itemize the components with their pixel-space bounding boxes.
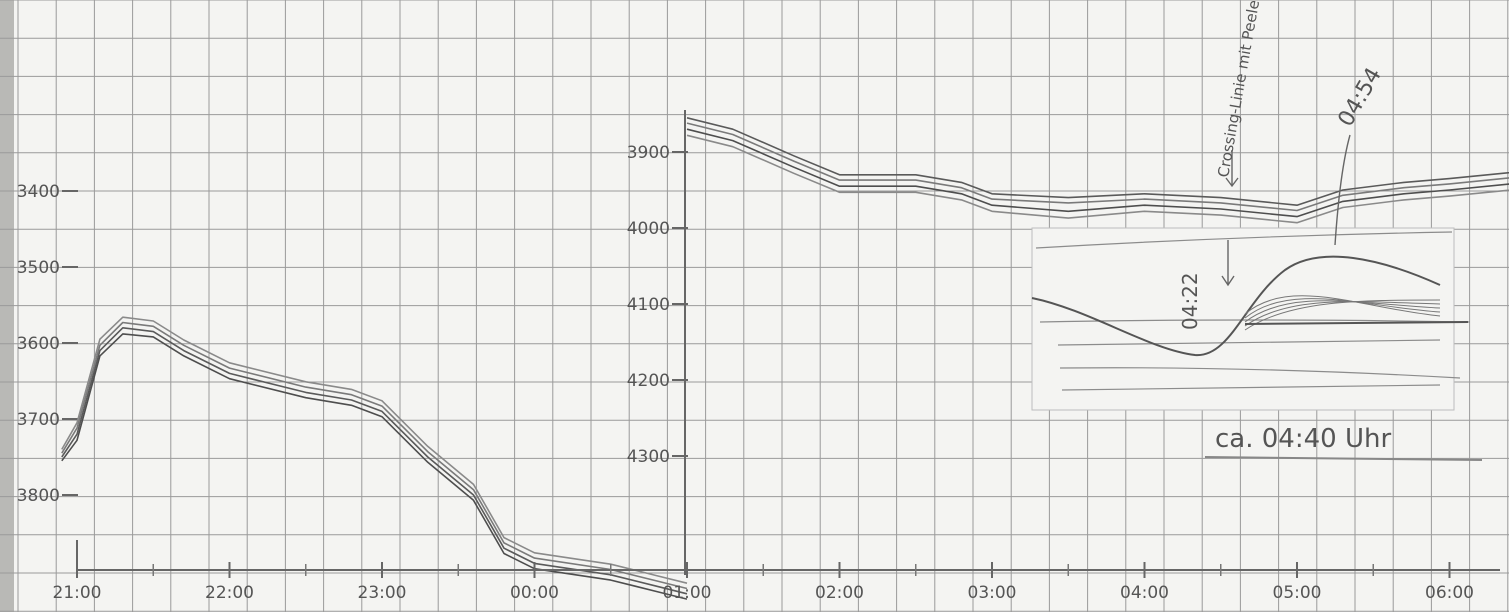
- series-line: [686, 122, 1509, 212]
- down-arrow-icon: [1221, 240, 1235, 287]
- time-axis: 21:00 22:00 23:00 00:00 01:00 02:00 03:00 04:00…: [53, 110, 1500, 603]
- approx-underline: [1204, 456, 1483, 461]
- series-line: [686, 117, 1509, 206]
- series-line: [61, 333, 688, 600]
- inset-curve-variant: [1244, 299, 1441, 331]
- inset-guide-line: [1059, 367, 1461, 379]
- x-tick-label: 06:00: [1425, 583, 1474, 603]
- inset-sketch: [1031, 134, 1471, 391]
- inset-curve-variant: [1244, 301, 1441, 327]
- inset-curve-variant: [1244, 300, 1441, 323]
- y-tick-label: 4200: [627, 371, 670, 391]
- x-tick-label: 03:00: [968, 583, 1017, 603]
- x-tick-label: 23:00: [358, 583, 407, 603]
- x-tick-label: 05:00: [1273, 583, 1322, 603]
- series-line: [686, 134, 1509, 224]
- y-tick-label: 3400: [17, 182, 60, 202]
- right-chart: 3900 4000 4100 4200 4300: [627, 117, 1509, 467]
- inset-guide-line: [1057, 339, 1441, 346]
- y-tick-label: 4100: [627, 295, 670, 315]
- x-tick-label: 01:00: [663, 583, 712, 603]
- y-tick-label: 3600: [17, 334, 60, 354]
- inset-curve-variant: [1244, 295, 1441, 317]
- inset-guide-line: [1035, 231, 1453, 249]
- series-line: [61, 316, 688, 584]
- y-tick-label: 4000: [627, 219, 670, 239]
- inset-reference-line: [1244, 321, 1469, 325]
- y-tick-label: 3700: [17, 410, 60, 430]
- y-tick-label: 3500: [17, 258, 60, 278]
- y-tick-label: 4300: [627, 447, 670, 467]
- series-line: [61, 326, 688, 595]
- y-tick-label: 3900: [627, 143, 670, 163]
- left-chart: 3400 3500 3600 3700 3800: [17, 182, 688, 600]
- inset-curve: [1031, 255, 1441, 357]
- x-tick-label: 22:00: [205, 583, 254, 603]
- peak-pointer-line: [1334, 134, 1351, 246]
- inset-guide-line: [1061, 384, 1441, 391]
- series-line: [686, 128, 1509, 218]
- trough-time-annotation: 04:22: [1178, 272, 1202, 330]
- x-tick-label: 02:00: [815, 583, 864, 603]
- crossing-arrow-icon: [1225, 150, 1239, 188]
- approx-time-annotation: ca. 04:40 Uhr: [1215, 424, 1391, 454]
- x-tick-label: 04:00: [1120, 583, 1169, 603]
- x-tick-label: 00:00: [510, 583, 559, 603]
- y-tick-label: 3800: [17, 486, 60, 506]
- inset-curve-variant: [1244, 298, 1441, 319]
- x-tick-label: 21:00: [53, 583, 102, 603]
- series-line: [61, 321, 688, 590]
